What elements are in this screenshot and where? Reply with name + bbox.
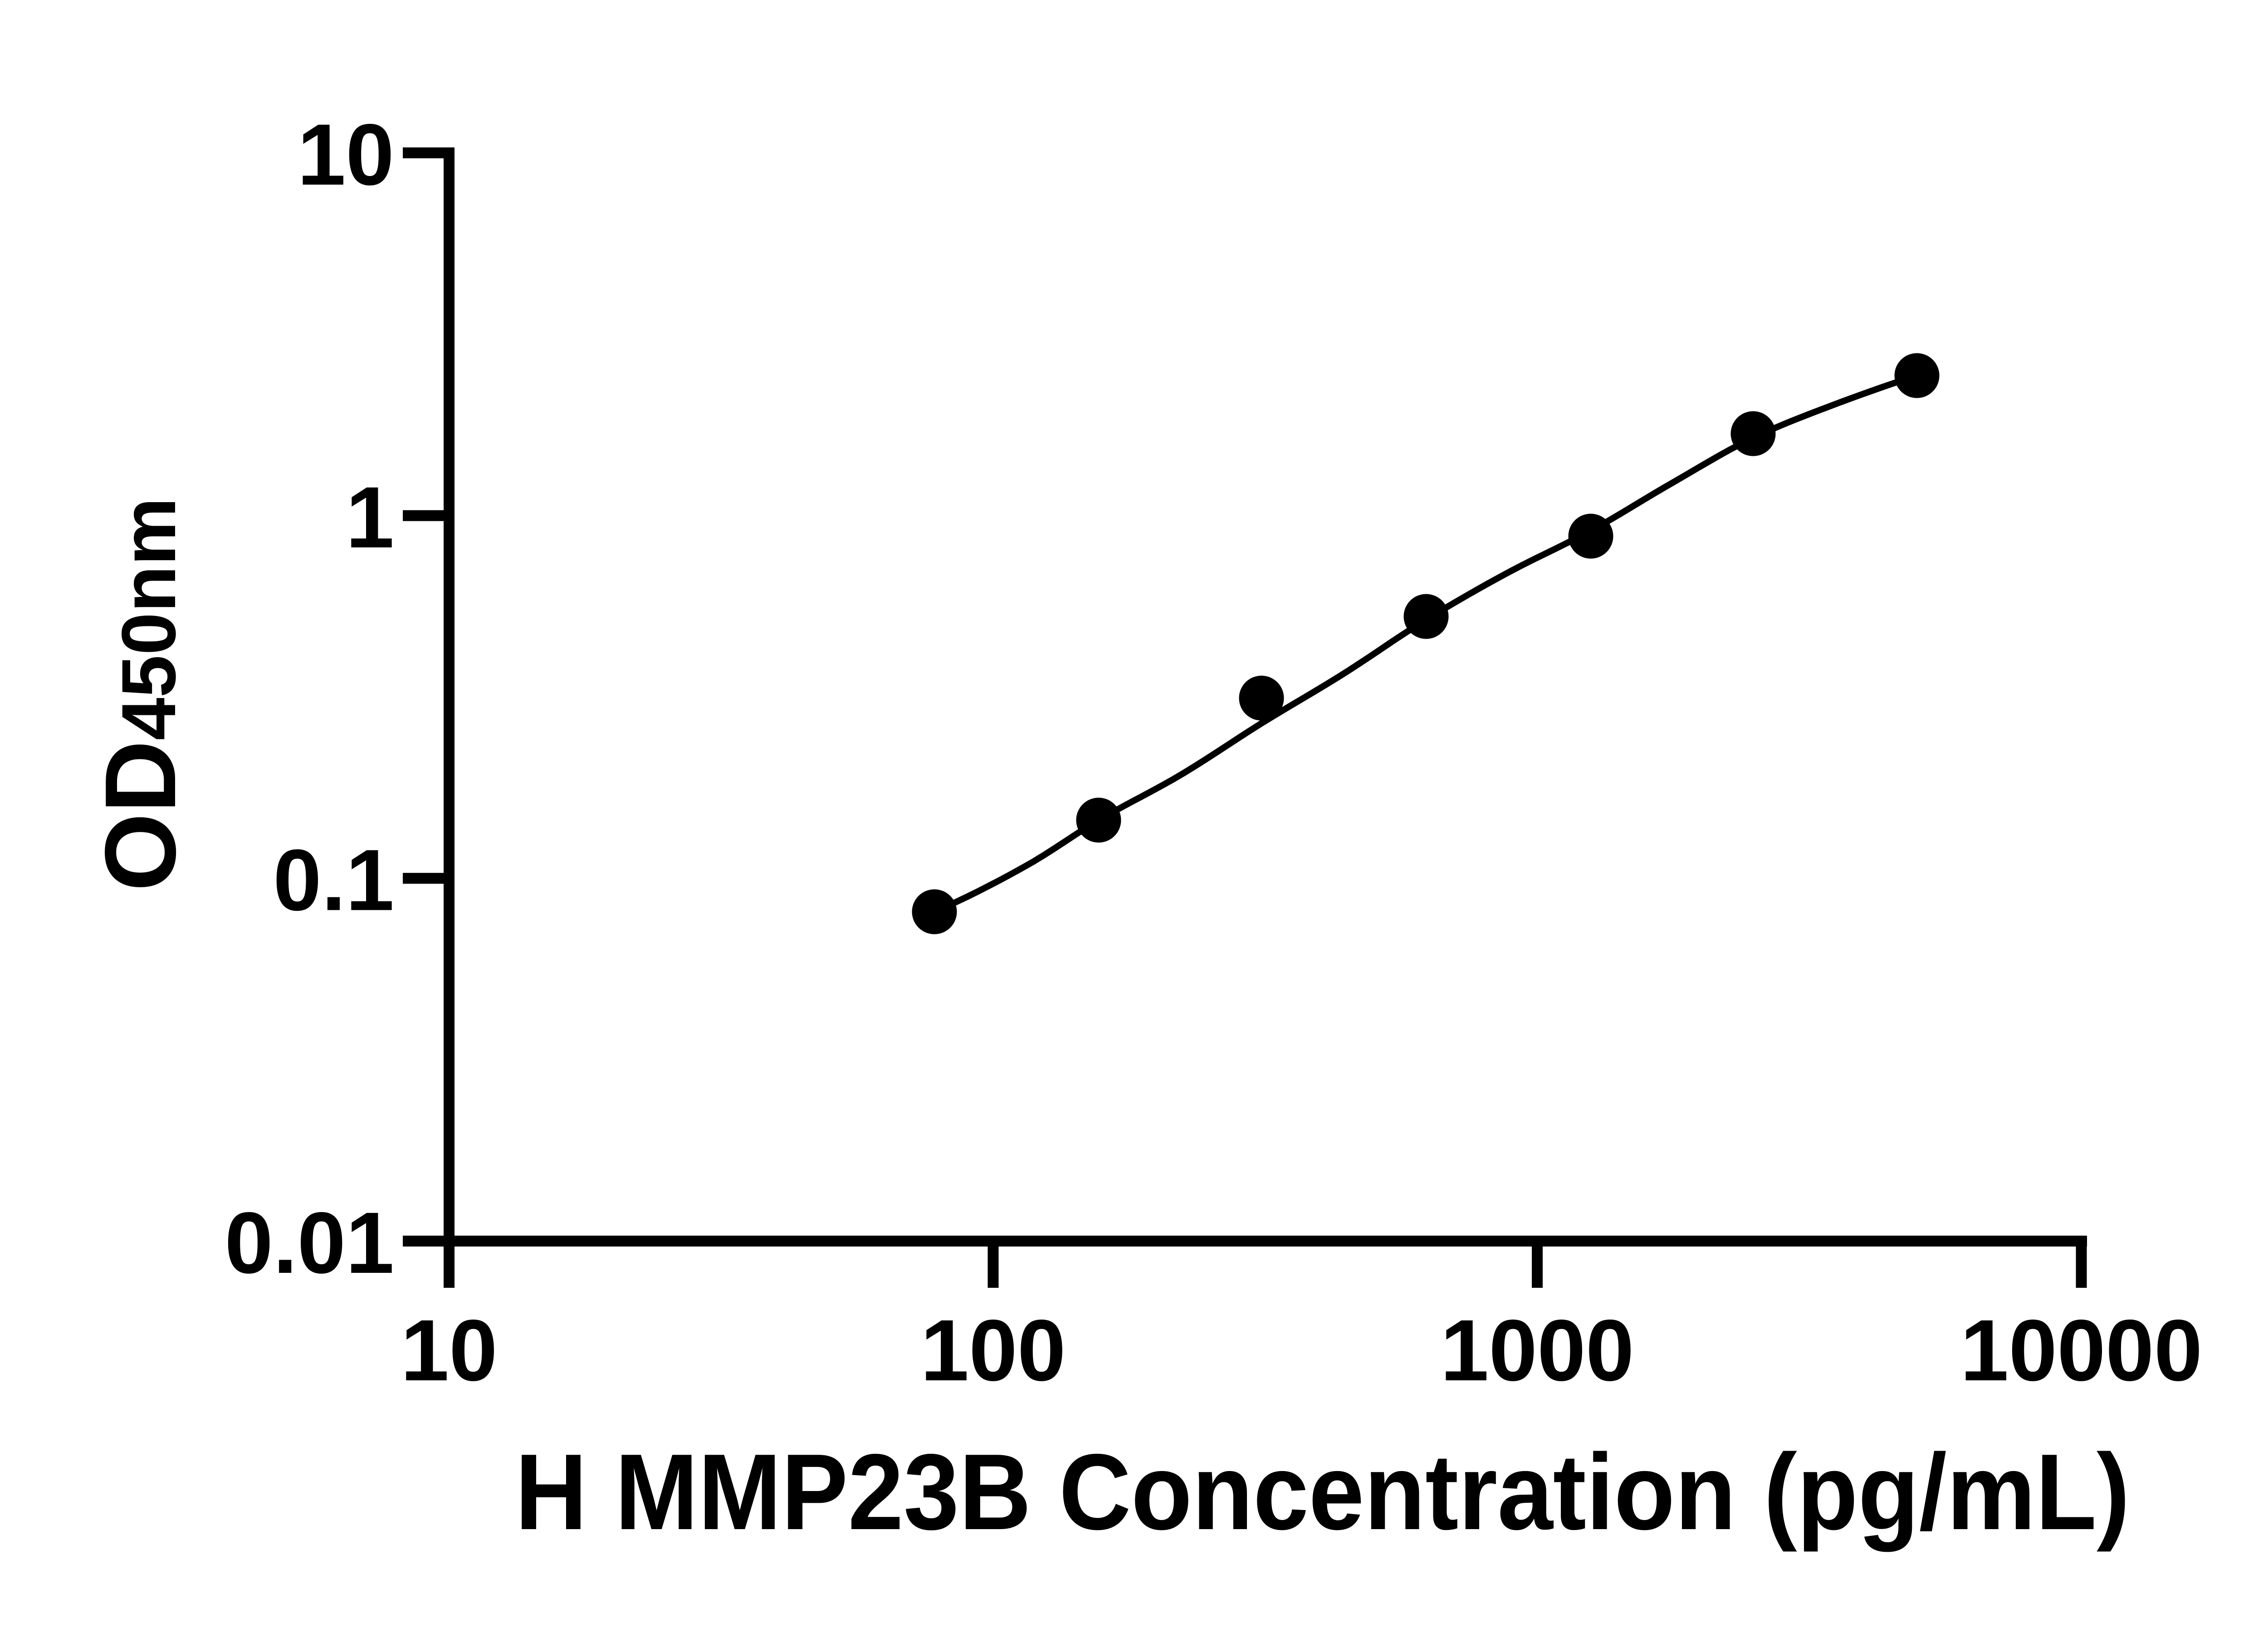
svg-text:OD450nm: OD450nm xyxy=(84,498,197,891)
svg-text:1000: 1000 xyxy=(1440,1301,1634,1399)
svg-text:10000: 10000 xyxy=(1960,1301,2203,1399)
svg-text:0.01: 0.01 xyxy=(225,1194,394,1291)
svg-text:100: 100 xyxy=(920,1301,1066,1399)
svg-text:1: 1 xyxy=(346,469,394,566)
svg-text:H MMP23B Concentration (pg/mL): H MMP23B Concentration (pg/mL) xyxy=(515,1432,2130,1552)
svg-text:10: 10 xyxy=(297,106,394,203)
svg-text:0.1: 0.1 xyxy=(273,831,394,929)
svg-text:10: 10 xyxy=(401,1301,498,1399)
